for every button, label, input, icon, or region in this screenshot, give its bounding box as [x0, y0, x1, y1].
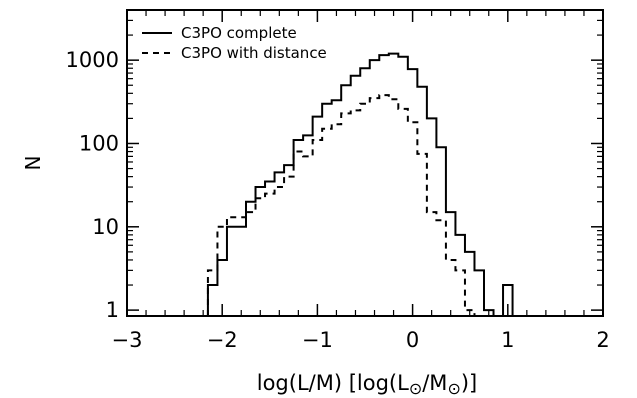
- y-tick-label: 1000: [66, 48, 119, 72]
- histogram-series-complete: [206, 52, 514, 317]
- x-tick-label: 0: [406, 328, 419, 352]
- y-tick-label: 1: [106, 298, 119, 322]
- x-axis-label: log(L/M) [log(L⊙/M⊙)]: [257, 371, 477, 398]
- y-tick-label: 10: [92, 215, 119, 239]
- legend-label: C3PO with distance: [181, 44, 327, 62]
- legend: C3PO complete C3PO with distance: [142, 24, 327, 62]
- x-tick-label: 1: [501, 328, 514, 352]
- x-tick-label: 2: [596, 328, 609, 352]
- x-tick-label: −2: [207, 328, 238, 352]
- y-axis-label: N: [21, 156, 45, 171]
- series-layer: [206, 52, 514, 317]
- plot-frame: [126, 9, 604, 317]
- x-tick-label: −3: [112, 328, 143, 352]
- plot-area: [126, 9, 604, 317]
- axes-ticks: −3 −2 −1 0 1 2 1 10 100 1000: [66, 9, 610, 352]
- x-tick-label: −1: [302, 328, 333, 352]
- legend-label: C3PO complete: [181, 24, 297, 42]
- histogram-series-with-distance: [206, 94, 513, 317]
- y-tick-label: 100: [79, 131, 119, 155]
